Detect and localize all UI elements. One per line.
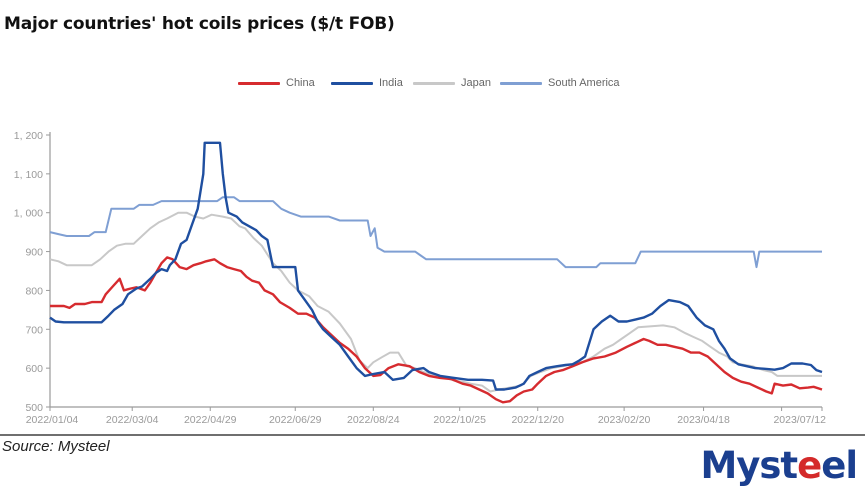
chart-title: Major countries' hot coils prices ($/t F… <box>4 14 395 34</box>
x-tick-label: 2022/06/29 <box>269 414 322 426</box>
series-line-japan <box>49 211 822 393</box>
legend-item-china[interactable]: China <box>238 77 315 89</box>
logo-part-2: e <box>797 444 822 487</box>
y-tick-label: 1, 100 <box>14 169 43 181</box>
legend-label-china: China <box>286 77 315 89</box>
y-tick-label: 1, 000 <box>14 208 43 220</box>
source-note: Source: Mysteel <box>2 438 110 455</box>
y-tick-label: 800 <box>25 285 43 297</box>
legend-label-india: India <box>379 77 403 89</box>
y-tick-label: 900 <box>25 247 43 259</box>
legend-swatch-india <box>331 81 373 85</box>
series-line-south-america <box>49 196 822 269</box>
y-tick-label: 1, 200 <box>14 130 43 142</box>
series-line-china <box>50 256 823 404</box>
x-tick-label: 2022/04/29 <box>184 414 237 426</box>
legend-label-south-america: South America <box>548 77 620 89</box>
legend-item-india[interactable]: India <box>331 77 403 89</box>
legend-swatch-south-america <box>500 81 542 85</box>
axes: 500 600 700 800 900 1, 000 1, 100 1, 200 2022/01… <box>14 130 826 426</box>
y-tick-label: 500 <box>25 402 43 414</box>
line-chart: 500 600 700 800 900 1, 000 1, 100 1, 200 2022/01… <box>14 130 826 426</box>
y-tick-label: 600 <box>25 363 43 375</box>
x-tick-label: 2022/08/24 <box>347 414 400 426</box>
chart-legend: China India Japan South America <box>0 77 865 93</box>
x-tick-label: 2022/01/04 <box>26 414 79 426</box>
x-tick-label: 2022/10/25 <box>433 414 486 426</box>
x-tick-label: 2023/02/20 <box>598 414 651 426</box>
y-tick-label: 700 <box>25 324 43 336</box>
x-tick-label: 2023/04/18 <box>677 414 730 426</box>
mysteel-logo: Mysteel <box>700 444 858 487</box>
series-line-india <box>49 141 823 391</box>
x-tick-label: 2023/07/12 <box>773 414 826 426</box>
series-group <box>49 141 823 404</box>
legend-item-japan[interactable]: Japan <box>413 77 491 89</box>
logo-part-3: el <box>821 444 858 487</box>
legend-swatch-japan <box>413 81 455 85</box>
x-tick-label: 2022/03/04 <box>106 414 159 426</box>
legend-label-japan: Japan <box>461 77 491 89</box>
legend-swatch-china <box>238 81 280 85</box>
x-tick-label: 2022/12/20 <box>511 414 564 426</box>
footer-divider <box>0 434 865 436</box>
legend-item-south-america[interactable]: South America <box>500 77 620 89</box>
logo-part-1: Myst <box>700 444 798 487</box>
